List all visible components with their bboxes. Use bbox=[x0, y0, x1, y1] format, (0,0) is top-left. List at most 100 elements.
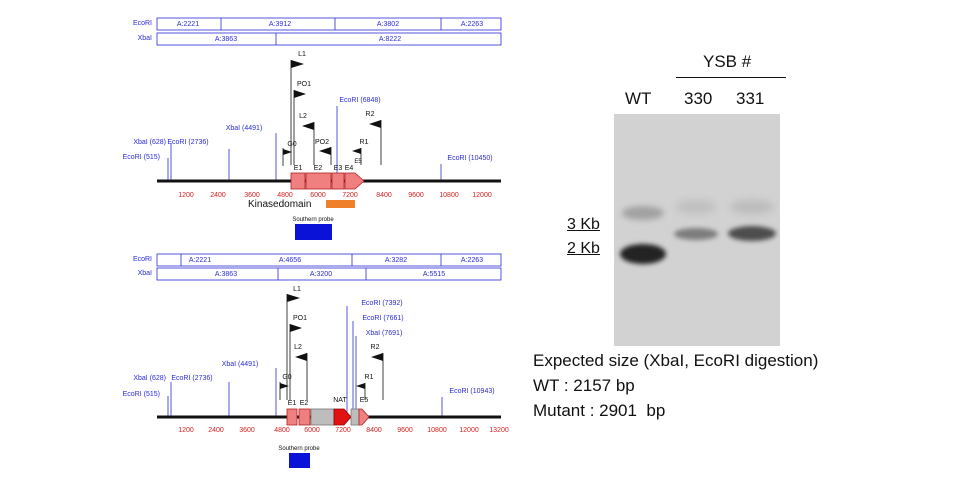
map2-tick: 4800 bbox=[274, 427, 290, 434]
map2-ecori-frag-3: A:3282 bbox=[385, 257, 407, 264]
gel-marker-2kb: 2 Kb bbox=[567, 240, 600, 257]
map2-probe-label: Southern probe bbox=[278, 446, 320, 452]
map1-ecori-frag-4: A:2263 bbox=[461, 21, 483, 28]
map1-xbal-row-label: XbaI bbox=[138, 35, 152, 42]
gel-image bbox=[614, 114, 780, 346]
map2-tick: 9600 bbox=[397, 427, 413, 434]
map2-tick: 6000 bbox=[304, 427, 320, 434]
expected-mutant: Mutant : 2901 bp bbox=[533, 401, 666, 420]
map2-exon-label-e2: E2 bbox=[300, 400, 309, 407]
map2-ecori-frag-1: A:2221 bbox=[189, 257, 211, 264]
map2-primer-po1: PO1 bbox=[293, 315, 307, 322]
map1-exon-label-e4: E4 bbox=[345, 165, 354, 172]
map1-exon-e3 bbox=[331, 172, 345, 190]
map2-site-xbal-628: XbaI (628) bbox=[133, 375, 166, 382]
map1-site-ecori-515: EcoRI (515) bbox=[123, 154, 160, 161]
map1-tick: 12000 bbox=[472, 192, 492, 199]
map2-ecori-frag-4: A:2263 bbox=[461, 257, 483, 264]
map2-exon-e2 bbox=[298, 408, 311, 426]
map1-kinase-domain-bar bbox=[326, 200, 355, 208]
map1-exon-e1 bbox=[290, 172, 306, 190]
map1-kinase-label: Kinasedomain bbox=[248, 199, 311, 210]
map2-southern-probe bbox=[289, 453, 310, 468]
map1-xbal-frag-1: A:3863 bbox=[215, 36, 237, 43]
map1-tick: 10800 bbox=[439, 192, 459, 199]
map1-ecori-frag-1: A:2221 bbox=[177, 21, 199, 28]
map2-ecori-row bbox=[156, 253, 502, 267]
map1-southern-probe bbox=[295, 224, 332, 240]
map1-xbal-frag-2: A:8222 bbox=[379, 36, 401, 43]
map2-primer-r2: R2 bbox=[371, 344, 380, 351]
map1-site-xbal-628: XbaI (628) bbox=[133, 139, 166, 146]
gel-lane-label-331: 331 bbox=[736, 89, 765, 108]
gel-group-label: YSB # bbox=[703, 52, 752, 71]
map1-ecori-frag-3: A:3802 bbox=[377, 21, 399, 28]
map1-primer-l1: L1 bbox=[298, 51, 306, 58]
map2-xbal-row bbox=[156, 267, 502, 281]
map2-tick: 3600 bbox=[239, 427, 255, 434]
map1-ecori-frag-2: A:3912 bbox=[269, 21, 291, 28]
map2-tick: 12000 bbox=[459, 427, 479, 434]
gel-marker-3kb: 3 Kb bbox=[567, 216, 600, 233]
gel-lane-label-330: 330 bbox=[684, 89, 713, 108]
map2-site-ecori-10943: EcoRI (10943) bbox=[449, 388, 494, 395]
map1-primer-po1: PO1 bbox=[297, 81, 311, 88]
map1-tick: 1200 bbox=[178, 192, 194, 199]
map1-primer-r1: R1 bbox=[360, 139, 369, 146]
map1-tick: 8400 bbox=[376, 192, 392, 199]
map1-ecori-row bbox=[156, 17, 502, 31]
map2-tick: 13200 bbox=[489, 427, 509, 434]
gel-band-wt bbox=[620, 244, 666, 264]
map2-primer-g0: G0 bbox=[282, 374, 291, 381]
map1-exon-e4 bbox=[344, 172, 365, 190]
map1-label-e5: E5 bbox=[354, 159, 362, 165]
map1-tick: 9600 bbox=[408, 192, 424, 199]
map2-nat-label: NAT bbox=[333, 397, 347, 404]
map2-primer-l2: L2 bbox=[294, 344, 302, 351]
gel-band-331 bbox=[728, 226, 776, 241]
map2-xbal-frag-2: A:3200 bbox=[310, 271, 332, 278]
map2-site-ecori-7661: EcoRI (7661) bbox=[362, 315, 403, 322]
map2-site-ecori-515: EcoRI (515) bbox=[123, 391, 160, 398]
map1-xbal-row bbox=[156, 32, 502, 46]
map2-ecori-row-label: EcoRI bbox=[133, 256, 152, 263]
map2-xbal-row-label: XbaI bbox=[138, 270, 152, 277]
map2-primer-l1: L1 bbox=[293, 286, 301, 293]
map1-site-ecori-10450: EcoRI (10450) bbox=[447, 155, 492, 162]
gel-band-wt-upper bbox=[622, 206, 664, 220]
map1-tick: 7200 bbox=[342, 192, 358, 199]
map1-primer-g0: G0 bbox=[287, 141, 296, 148]
map1-primer-l2: L2 bbox=[299, 113, 307, 120]
map2-site-ecori-7392: EcoRI (7392) bbox=[361, 300, 402, 307]
expected-title: Expected size (XbaI, EcoRI digestion) bbox=[533, 351, 819, 370]
map2-primer-r1: R1 bbox=[365, 374, 374, 381]
map2-tick: 7200 bbox=[335, 427, 351, 434]
map2-xbal-frag-3: A:5515 bbox=[423, 271, 445, 278]
map1-exon-label-e3: E3 bbox=[334, 165, 343, 172]
map2-exon-e1 bbox=[286, 408, 298, 426]
map1-exon-e2 bbox=[305, 172, 332, 190]
map1-tick: 4800 bbox=[277, 192, 293, 199]
map1-tick: 6000 bbox=[310, 192, 326, 199]
gel-band-330 bbox=[674, 228, 718, 240]
map1-primer-r2: R2 bbox=[366, 111, 375, 118]
map2-exon-e5 bbox=[358, 408, 370, 426]
map1-exon-label-e2: E2 bbox=[314, 165, 323, 172]
map1-primer-po2: PO2 bbox=[315, 139, 329, 146]
map2-site-xbal-4491: XbaI (4491) bbox=[222, 361, 259, 368]
map1-site-ecori-2736: EcoRI (2736) bbox=[167, 139, 208, 146]
map2-exon-label-e5: E5 bbox=[360, 397, 369, 404]
gel-group-underline bbox=[676, 77, 786, 78]
map2-ecori-frag-2: A:4656 bbox=[279, 257, 301, 264]
map2-tick: 10800 bbox=[427, 427, 447, 434]
map2: EcoRI A:2221 A:4656 A:3282 A:2263 XbaI A… bbox=[123, 253, 509, 468]
map1: EcoRI A:2221 A:3912 A:3802 A:2263 XbaI A… bbox=[123, 17, 502, 240]
map2-gray-segment bbox=[310, 408, 335, 426]
map2-exon-label-e1: E1 bbox=[288, 400, 297, 407]
map1-tick: 3600 bbox=[244, 192, 260, 199]
map1-tick: 2400 bbox=[210, 192, 226, 199]
map2-site-xbal-7691: XbaI (7691) bbox=[366, 330, 403, 337]
map2-tick: 8400 bbox=[366, 427, 382, 434]
map2-tick: 2400 bbox=[208, 427, 224, 434]
